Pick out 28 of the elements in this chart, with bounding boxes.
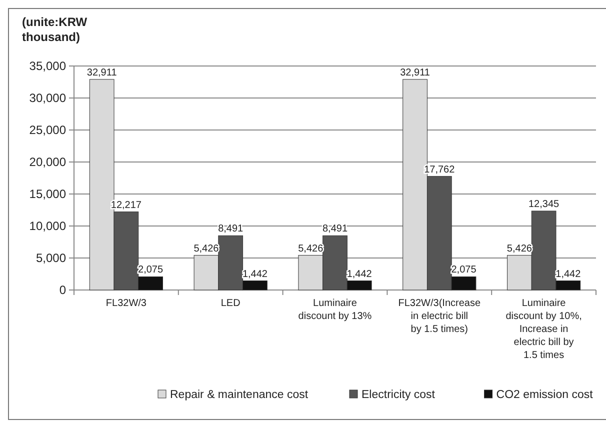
data-label: 2,075 [138,264,164,276]
y-tick-label: 30,000 [29,91,66,106]
legend-label: Repair & maintenance cost [170,389,309,401]
data-label: 5,426 [506,243,532,254]
x-tick-label: Luminaire discount by 10%, Increase in electric bill by 1.5 times [506,298,582,361]
data-label: 8,491 [322,224,348,235]
y-tick-label: 10,000 [29,219,66,234]
data-label: 1,442 [556,268,582,280]
y-axis-title: (unite:KRW thousand) [22,15,88,44]
x-tick-label: Luminaire discount by 13% [298,298,372,322]
x-tick-label: FL32W/3 [106,298,147,309]
legend-label: CO2 emission cost [496,389,594,401]
y-tick-label: 0 [59,283,66,298]
y-tick-label: 35,000 [29,59,66,74]
y-tick-label: 15,000 [29,187,66,202]
y-tick-label: 20,000 [29,155,66,170]
data-label: 1,442 [346,268,372,280]
data-label: 32,911 [86,67,118,78]
data-label: 12,345 [528,198,560,210]
y-tick-label: 5,000 [36,251,66,266]
x-tick-label: FL32W/3(Increase in electric bill by 1.5 times) [398,298,481,335]
y-tick-label: 25,000 [29,123,66,138]
x-tick-label: LED [220,298,240,309]
data-label: 1,442 [242,268,268,280]
data-label: 8,491 [218,224,244,235]
data-label: 12,217 [110,200,142,211]
data-label: 32,911 [400,67,430,78]
legend-label: Electricity cost [362,389,436,401]
